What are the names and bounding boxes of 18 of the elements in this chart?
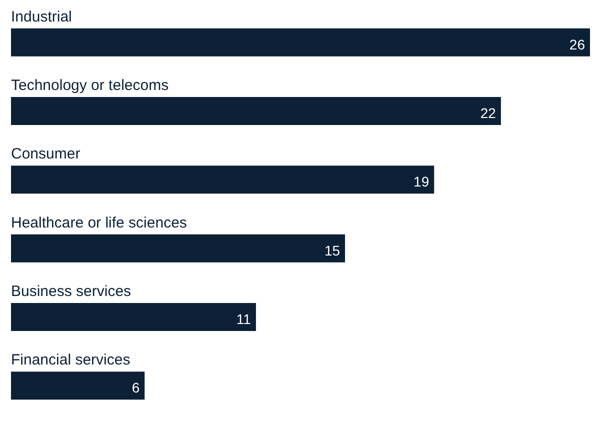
bar bbox=[11, 28, 590, 56]
bar bbox=[11, 97, 501, 125]
y-tick-label: Technology or telecoms bbox=[11, 77, 169, 94]
data-label: 19 bbox=[414, 174, 430, 190]
data-label: 11 bbox=[236, 311, 252, 327]
bar bbox=[11, 372, 145, 400]
data-label: 26 bbox=[569, 36, 586, 52]
y-tick-label: Industrial bbox=[11, 8, 72, 26]
y-tick-label: Business services bbox=[11, 283, 132, 300]
y-tick-label: Healthcare or life sciences bbox=[11, 214, 187, 232]
bar bbox=[11, 234, 346, 262]
y-tick-label: Financial services bbox=[11, 352, 130, 369]
bar bbox=[11, 303, 256, 331]
data-label: 15 bbox=[324, 242, 340, 258]
data-label: 6 bbox=[132, 380, 140, 396]
bar bbox=[11, 166, 434, 194]
data-label: 22 bbox=[480, 105, 496, 121]
y-tick-label: Consumer bbox=[11, 146, 80, 163]
